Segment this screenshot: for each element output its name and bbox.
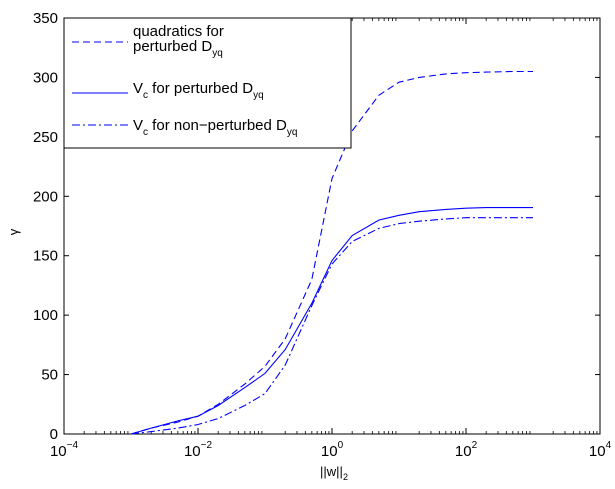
legend-text-part: V — [133, 80, 143, 97]
x-tick-exponent: 0 — [338, 440, 344, 451]
y-tick-label: 100 — [33, 307, 58, 324]
legend-label-2: Vc for perturbed Dyq — [133, 80, 264, 101]
legend-subscript: c — [143, 127, 148, 138]
x-tick-label: 10−4 — [50, 440, 79, 460]
legend-text-part: V — [133, 117, 143, 134]
legend-text-part: for non−perturbed D — [148, 117, 287, 134]
x-axis-label: ||w||2 — [320, 464, 348, 482]
series-line-2 — [130, 207, 533, 435]
y-tick-label: 350 — [33, 10, 58, 27]
x-axis-label-sub: 2 — [343, 472, 348, 482]
x-tick-label: 102 — [455, 440, 478, 460]
x-tick-base: 10 — [184, 443, 201, 460]
y-tick-label: 250 — [33, 129, 58, 146]
series-line-3 — [130, 217, 533, 435]
legend-label-1: perturbed Dyq — [133, 38, 223, 59]
x-axis-label-main: ||w|| — [320, 464, 343, 479]
legend-label-1: quadratics for — [133, 23, 224, 40]
x-tick-base: 10 — [50, 443, 67, 460]
series-lines — [130, 70, 533, 435]
x-tick-base: 10 — [455, 443, 472, 460]
x-tick-base: 10 — [589, 443, 606, 460]
legend-subscript: yq — [287, 127, 298, 138]
y-tick-label: 50 — [41, 367, 58, 384]
x-tick-exponent: 2 — [472, 440, 478, 451]
legend-text-part: for perturbed D — [148, 80, 253, 97]
legend-subscript: c — [143, 90, 148, 101]
x-tick-label: 10−2 — [184, 440, 213, 460]
x-tick-exponent: −2 — [201, 440, 213, 451]
y-axis-label: γ — [6, 228, 21, 235]
x-tick-exponent: −4 — [67, 440, 79, 451]
x-tick-label: 104 — [589, 440, 612, 460]
y-tick-label: 300 — [33, 69, 58, 86]
legend-text-part: quadratics for — [133, 23, 224, 40]
legend-text-part: perturbed D — [133, 38, 212, 55]
legend-box — [63, 17, 352, 149]
legend-subscript: yq — [212, 48, 223, 59]
x-tick-exponent: 4 — [606, 440, 612, 451]
legend-subscript: yq — [253, 90, 264, 101]
y-tick-label: 200 — [33, 188, 58, 205]
x-tick-base: 10 — [321, 443, 338, 460]
legend-label-3: Vc for non−perturbed Dyq — [133, 117, 297, 138]
y-tick-label: 150 — [33, 248, 58, 265]
x-tick-label: 100 — [321, 440, 344, 460]
y-tick-label: 0 — [50, 426, 58, 443]
